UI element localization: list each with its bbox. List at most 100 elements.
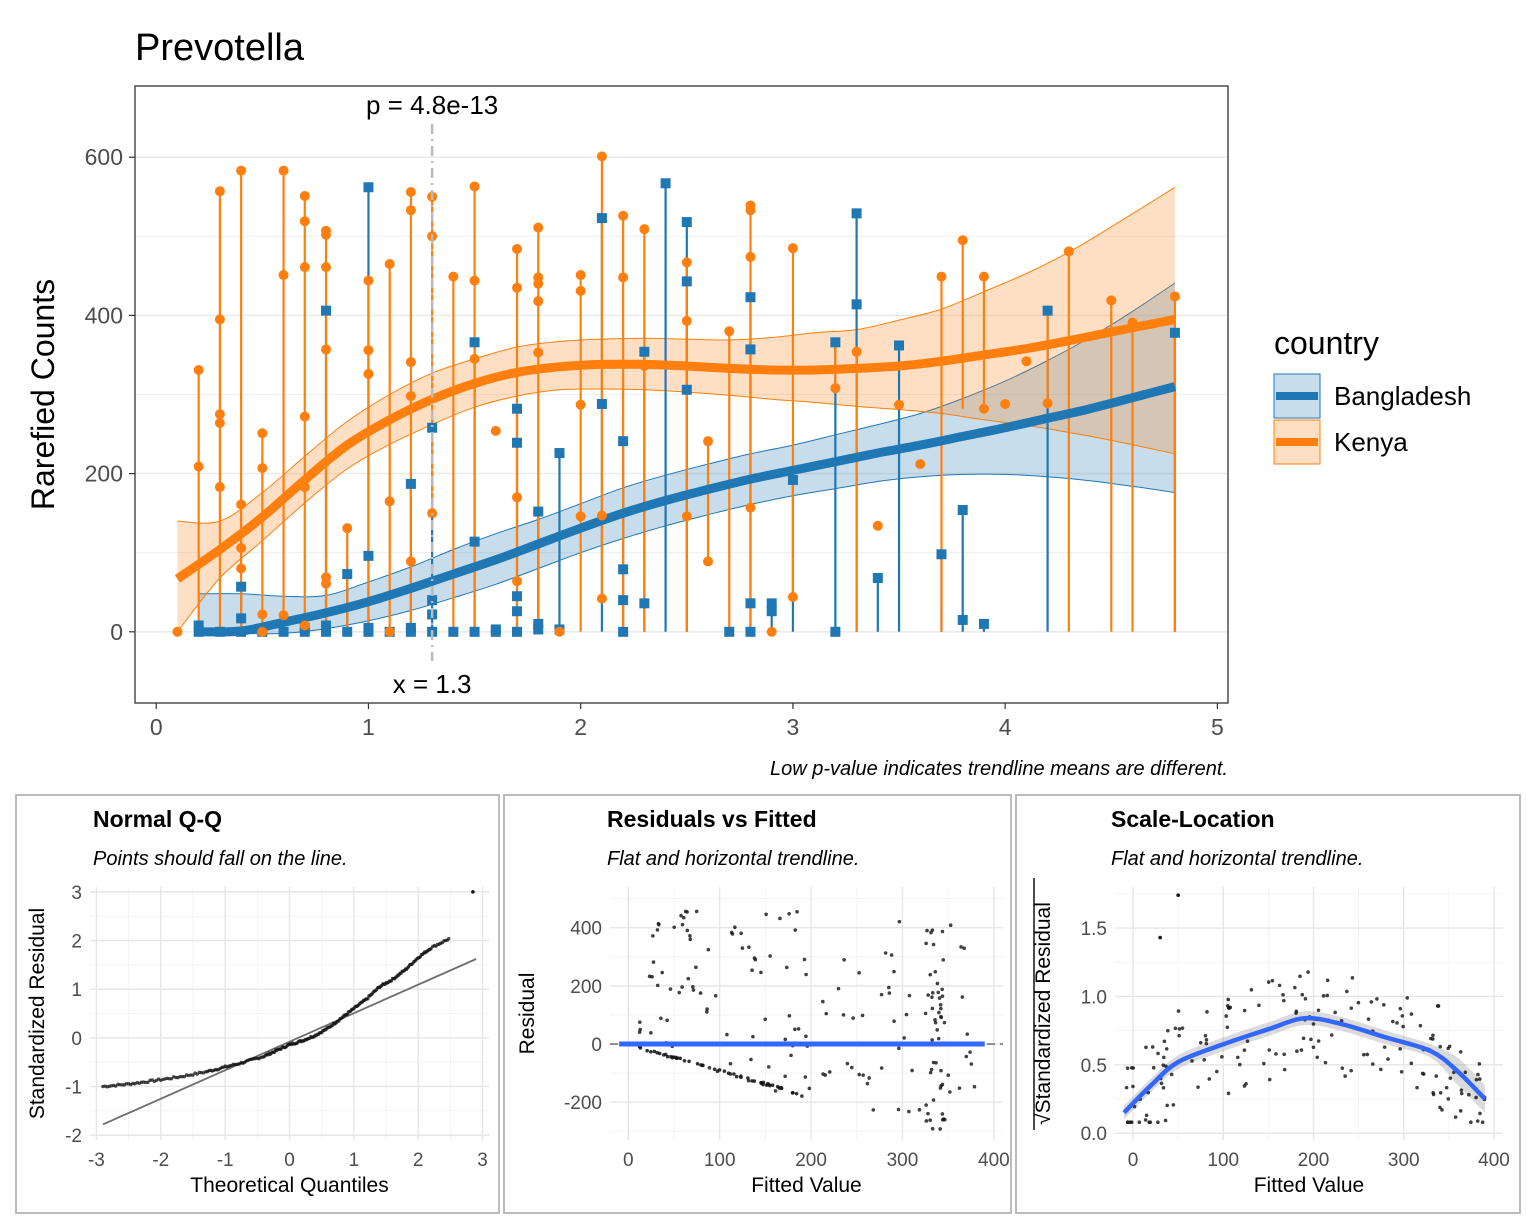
point-bangladesh [851,299,862,310]
point-bangladesh [490,626,501,637]
residual-point [778,916,782,921]
point-bangladesh [236,581,247,592]
point-kenya [978,403,989,414]
residual-point [937,1010,941,1015]
point-bangladesh [363,550,374,561]
sl-point [1249,987,1254,992]
point-bangladesh [363,626,374,637]
sl-point [1478,1111,1482,1116]
sl-point [1333,1010,1337,1015]
residual-point [734,1074,739,1079]
sl-y-axis-label: √Standardized Residual [1032,902,1055,1125]
residual-point [889,953,894,957]
residual-point [747,945,751,949]
sl-point [1220,1055,1224,1059]
point-bangladesh [660,178,671,189]
x-tick-label: 3 [477,1150,488,1171]
residual-point [892,969,896,974]
qq-point [366,997,370,1001]
residual-point [678,1056,682,1061]
point-kenya [278,270,289,281]
residual-point [887,991,892,995]
sl-point [1245,1039,1250,1043]
residual-point [682,1058,687,1063]
point-bangladesh [427,422,438,433]
residual-point [751,1034,755,1039]
residual-point [763,1017,768,1022]
sl-point [1226,1091,1231,1096]
residual-point [688,934,692,938]
sl-point [1309,1037,1313,1042]
point-bangladesh [978,618,989,629]
sl-point [1158,935,1162,940]
residual-point [740,946,745,950]
sl-point [1126,1120,1130,1125]
residual-point [904,1012,909,1017]
sl-point [1475,1119,1480,1123]
residual-point [649,1031,653,1035]
sl-point [1409,1012,1414,1016]
point-bangladesh [851,208,862,219]
axis-ticks: 0 200 400 600 0 1 2 3 4 5 [85,144,1224,740]
chart-title: Prevotella [135,27,305,69]
point-kenya [278,165,289,176]
point-bangladesh [1042,305,1053,316]
residual-point [789,1053,793,1058]
point-bangladesh [512,591,523,602]
point-kenya [193,461,204,472]
point-kenya [915,459,926,470]
residual-point [655,983,660,988]
point-bangladesh [830,337,841,348]
point-kenya [469,275,480,286]
residual-point [680,985,684,989]
sl-point [1386,1057,1390,1061]
sl-point [1421,1072,1426,1076]
point-kenya [257,609,268,620]
legend-label-kenya: Kenya [1334,427,1408,457]
sl-point [1235,1055,1240,1060]
sl-point [1453,1115,1458,1119]
qq-plot: Normal Q-Q Points should fall on the lin… [26,806,489,1197]
residual-point [794,1091,799,1096]
sl-point [1262,1061,1266,1066]
qq-point [146,1080,150,1085]
sl-point [1162,1039,1167,1044]
sl-point [1381,1003,1386,1007]
residual-point [705,1007,709,1011]
residual-point [948,1090,952,1094]
residual-point [694,909,699,914]
residual-point [660,970,664,975]
ci-upper-kenya [177,186,1176,524]
trend-line [1122,1015,1487,1115]
residual-point [691,988,696,992]
legend-title: country [1274,325,1379,361]
point-kenya [363,275,374,286]
y-tick-label: 1 [71,980,82,1001]
residual-point [645,1048,649,1053]
x-tick-label: -2 [152,1150,169,1171]
residual-point [657,922,661,927]
sl-point [1163,1118,1168,1123]
trend-line-bangladesh [198,382,1177,637]
x-tick-label: 1 [349,1150,360,1171]
residual-point [851,1016,855,1020]
residual-point [770,1083,775,1087]
point-kenya [787,592,798,603]
sl-point [1321,994,1326,998]
residual-point [765,1081,770,1086]
residual-point [783,1074,787,1079]
sl-point [1440,1108,1444,1112]
point-kenya [321,344,332,355]
sl-point [1166,1028,1170,1033]
sl-point [1295,1049,1299,1054]
reference-line [102,958,477,1126]
sl-point [1277,983,1282,988]
sl-point [1242,1084,1247,1088]
point-kenya [596,151,607,162]
residual-point [897,1046,901,1051]
sl-point [1162,1055,1166,1060]
point-kenya [1000,398,1011,409]
sl-point [1215,1069,1219,1074]
qq-panel-frame [15,794,500,1214]
point-kenya [342,523,353,534]
